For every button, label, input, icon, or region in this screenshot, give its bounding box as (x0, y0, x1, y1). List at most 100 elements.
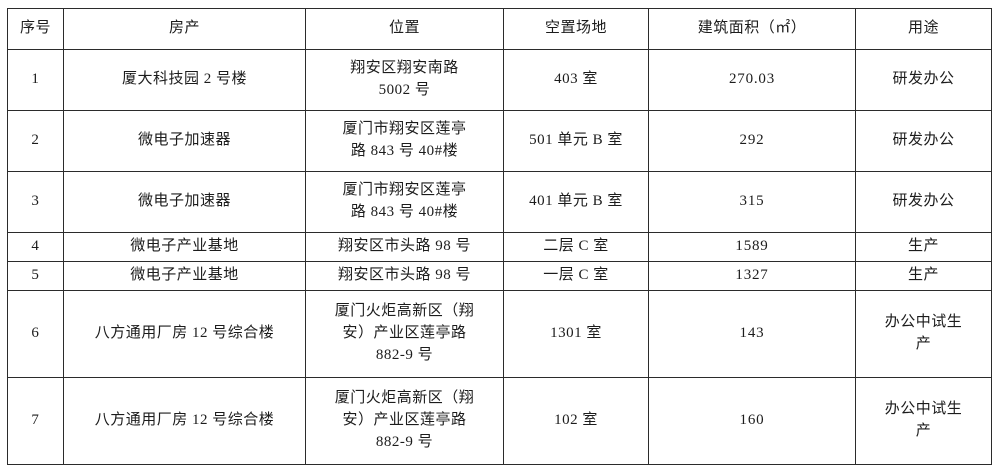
column-header-location: 位置 (305, 8, 504, 50)
cell-text: 102 室 (554, 412, 598, 429)
cell-seq: 2 (7, 110, 64, 172)
cell-vacant-site: 403 室 (503, 49, 649, 111)
cell-text: 生产 (907, 238, 939, 255)
cell-location: 翔安区翔安南路 5002 号 (305, 49, 504, 111)
cell-text: 160 (739, 412, 765, 429)
cell-text: 研发办公 (892, 71, 955, 88)
cell-seq: 5 (7, 261, 64, 291)
cell-property: 微电子加速器 (63, 171, 306, 233)
cell-vacant-site: 二层 C 室 (503, 232, 649, 262)
cell-seq: 7 (7, 377, 64, 465)
cell-text: 292 (739, 132, 765, 149)
cell-location: 厦门市翔安区莲亭 路 843 号 40#楼 (305, 110, 504, 172)
cell-building-area: 315 (648, 171, 856, 233)
cell-text: 1589 (735, 238, 769, 255)
cell-text: 微电子产业基地 (130, 238, 239, 255)
cell-property: 微电子产业基地 (63, 261, 306, 291)
cell-usage: 研发办公 (855, 110, 992, 172)
cell-location: 厦门市翔安区莲亭 路 843 号 40#楼 (305, 171, 504, 233)
table-header: 序号 房产 位置 空置场地 建筑面积（㎡） 用途 (7, 8, 992, 50)
cell-text: 八方通用厂房 12 号综合楼 (94, 412, 275, 429)
cell-vacant-site: 102 室 (503, 377, 649, 465)
cell-location: 翔安区市头路 98 号 (305, 232, 504, 262)
cell-location: 翔安区市头路 98 号 (305, 261, 504, 291)
cell-seq: 1 (7, 49, 64, 111)
cell-location: 厦门火炬高新区（翔 安）产业区莲亭路 882-9 号 (305, 377, 504, 465)
cell-text: 501 单元 B 室 (529, 132, 623, 149)
vacant-property-table: 序号 房产 位置 空置场地 建筑面积（㎡） 用途 1 厦大科技园 2 号楼 翔安… (7, 8, 992, 465)
table-row: 3 微电子加速器 厦门市翔安区莲亭 路 843 号 40#楼 401 单元 B … (7, 171, 992, 233)
cell-building-area: 270.03 (648, 49, 856, 111)
cell-text: 研发办公 (892, 193, 955, 210)
cell-location: 厦门火炬高新区（翔 安）产业区莲亭路 882-9 号 (305, 290, 504, 378)
cell-usage: 生产 (855, 261, 992, 291)
cell-text: 1327 (735, 267, 769, 284)
cell-text: 7 (31, 412, 40, 429)
cell-text: 一层 C 室 (543, 267, 609, 284)
cell-text: 厦门市翔安区莲亭 路 843 号 40#楼 (342, 182, 467, 220)
table-row: 5 微电子产业基地 翔安区市头路 98 号 一层 C 室 1327 生产 (7, 261, 992, 291)
column-header-property: 房产 (63, 8, 306, 50)
cell-building-area: 1589 (648, 232, 856, 262)
cell-property: 厦大科技园 2 号楼 (63, 49, 306, 111)
cell-usage: 研发办公 (855, 49, 992, 111)
cell-text: 办公中试生 产 (884, 401, 963, 439)
cell-text: 微电子加速器 (137, 193, 231, 210)
cell-building-area: 1327 (648, 261, 856, 291)
cell-usage: 办公中试生 产 (855, 377, 992, 465)
cell-text: 厦门市翔安区莲亭 路 843 号 40#楼 (342, 121, 467, 159)
table-row: 4 微电子产业基地 翔安区市头路 98 号 二层 C 室 1589 生产 (7, 232, 992, 262)
column-header-usage: 用途 (855, 8, 992, 50)
cell-text: 生产 (907, 267, 939, 284)
cell-building-area: 143 (648, 290, 856, 378)
cell-property: 微电子加速器 (63, 110, 306, 172)
cell-usage: 生产 (855, 232, 992, 262)
cell-building-area: 292 (648, 110, 856, 172)
cell-text: 厦门火炬高新区（翔 安）产业区莲亭路 882-9 号 (334, 390, 475, 450)
cell-vacant-site: 1301 室 (503, 290, 649, 378)
cell-text: 2 (31, 132, 40, 149)
cell-text: 翔安区翔安南路 5002 号 (350, 60, 459, 98)
cell-text: 翔安区市头路 98 号 (337, 267, 471, 284)
cell-text: 厦门火炬高新区（翔 安）产业区莲亭路 882-9 号 (334, 303, 475, 363)
table-body: 1 厦大科技园 2 号楼 翔安区翔安南路 5002 号 403 室 270.03… (7, 49, 992, 465)
table-row: 2 微电子加速器 厦门市翔安区莲亭 路 843 号 40#楼 501 单元 B … (7, 110, 992, 172)
cell-building-area: 160 (648, 377, 856, 465)
cell-property: 八方通用厂房 12 号综合楼 (63, 290, 306, 378)
cell-vacant-site: 501 单元 B 室 (503, 110, 649, 172)
column-header-seq: 序号 (7, 8, 64, 50)
cell-text: 二层 C 室 (543, 238, 609, 255)
cell-text: 143 (739, 325, 765, 342)
table-row: 1 厦大科技园 2 号楼 翔安区翔安南路 5002 号 403 室 270.03… (7, 49, 992, 111)
column-header-building-area: 建筑面积（㎡） (648, 8, 856, 50)
cell-text: 403 室 (554, 71, 598, 88)
cell-property: 微电子产业基地 (63, 232, 306, 262)
cell-text: 翔安区市头路 98 号 (337, 238, 471, 255)
cell-text: 270.03 (728, 71, 776, 88)
cell-vacant-site: 401 单元 B 室 (503, 171, 649, 233)
cell-text: 315 (739, 193, 765, 210)
cell-text: 办公中试生 产 (884, 314, 963, 352)
cell-text: 1301 室 (550, 325, 602, 342)
cell-text: 6 (31, 325, 40, 342)
table-row: 6 八方通用厂房 12 号综合楼 厦门火炬高新区（翔 安）产业区莲亭路 882-… (7, 290, 992, 378)
cell-text: 厦大科技园 2 号楼 (121, 71, 247, 88)
cell-text: 401 单元 B 室 (529, 193, 623, 210)
cell-text: 3 (31, 193, 40, 210)
cell-seq: 6 (7, 290, 64, 378)
cell-usage: 研发办公 (855, 171, 992, 233)
cell-text: 微电子加速器 (137, 132, 231, 149)
cell-text: 1 (31, 71, 40, 88)
cell-text: 4 (31, 238, 40, 255)
cell-text: 微电子产业基地 (130, 267, 239, 284)
cell-usage: 办公中试生 产 (855, 290, 992, 378)
table-header-row: 序号 房产 位置 空置场地 建筑面积（㎡） 用途 (7, 8, 992, 50)
table-row: 7 八方通用厂房 12 号综合楼 厦门火炬高新区（翔 安）产业区莲亭路 882-… (7, 377, 992, 465)
cell-seq: 4 (7, 232, 64, 262)
cell-property: 八方通用厂房 12 号综合楼 (63, 377, 306, 465)
cell-seq: 3 (7, 171, 64, 233)
cell-text: 八方通用厂房 12 号综合楼 (94, 325, 275, 342)
cell-text: 5 (31, 267, 40, 284)
cell-text: 研发办公 (892, 132, 955, 149)
